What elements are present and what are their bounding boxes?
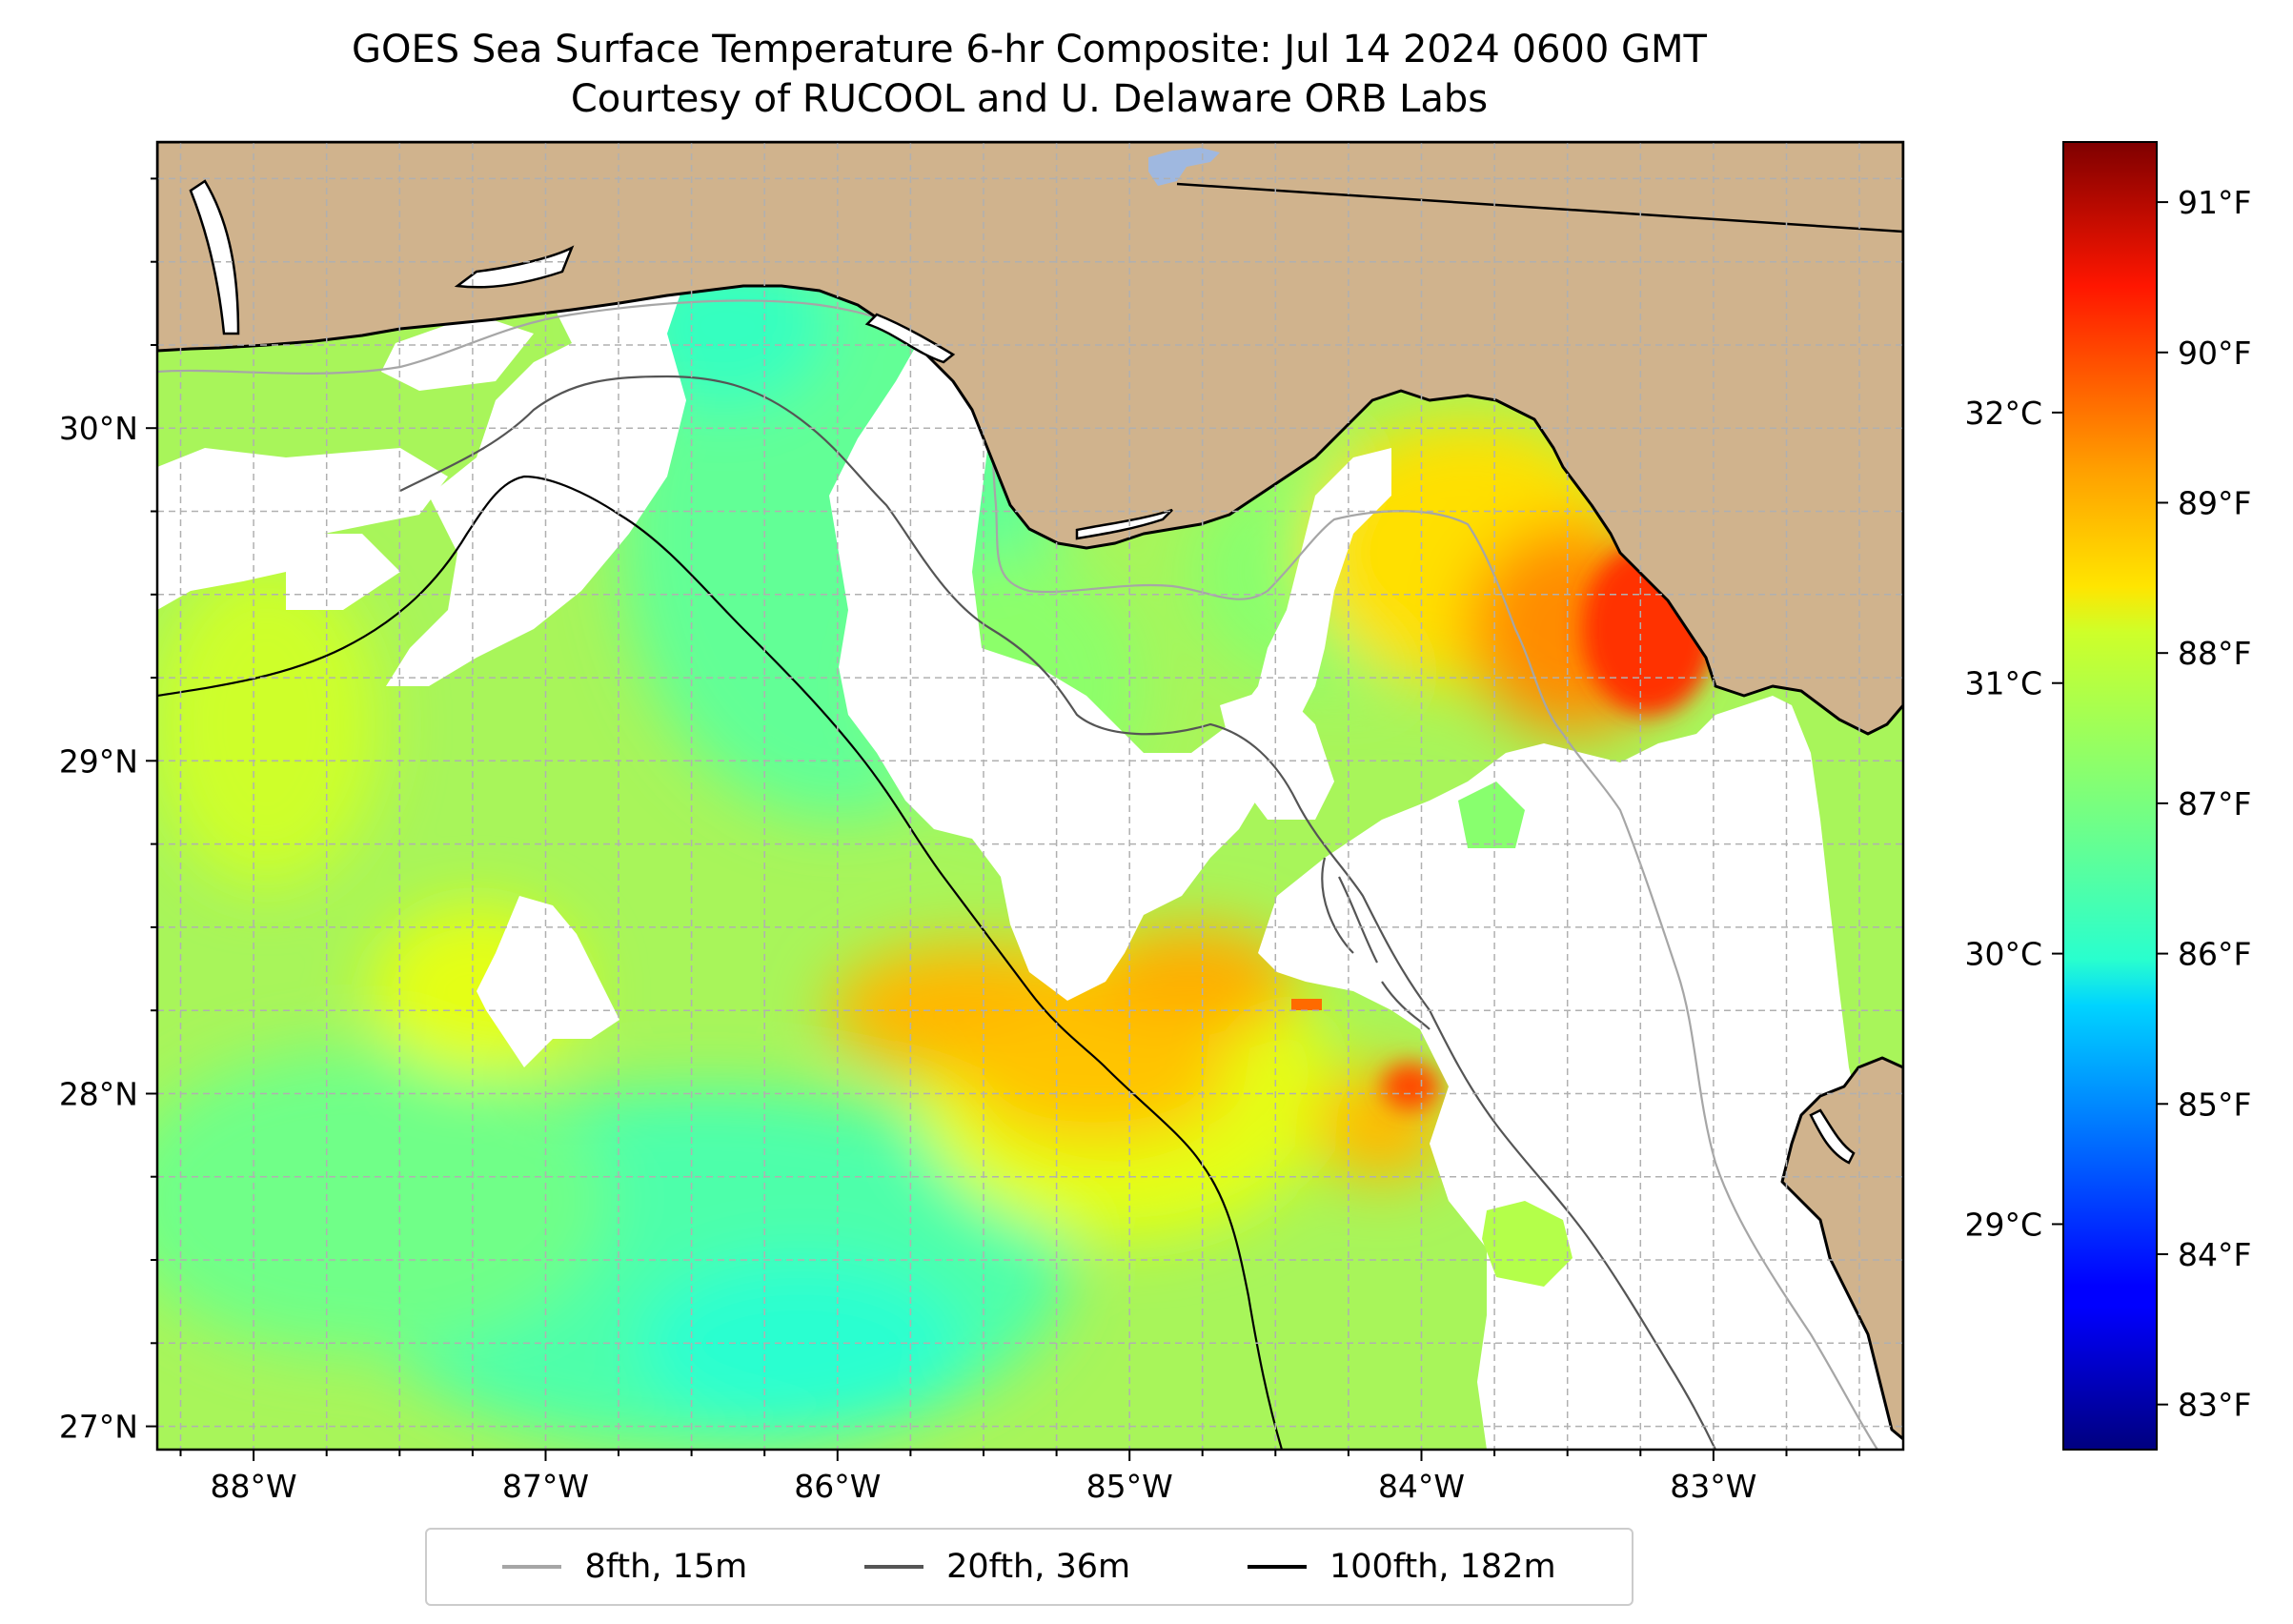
- legend-label-8fth: 8fth, 15m: [584, 1548, 748, 1586]
- axis-labels: 88°W 87°W 86°W 85°W 84°W 83°W 27°N 28°N 29°N 30°N: [59, 410, 1757, 1505]
- legend-label-20fth: 20fth, 36m: [946, 1548, 1131, 1586]
- celsius-tick-label: 31°C: [1964, 665, 2042, 702]
- lat-tick-label: 28°N: [59, 1075, 138, 1112]
- celsius-tick-label: 29°C: [1964, 1206, 2042, 1243]
- isobath-100fth-182m: [157, 475, 1284, 1450]
- gridlines: [157, 142, 1903, 1450]
- colorbar-gradient: [2062, 141, 2158, 1451]
- isobath-legend: 8fth, 15m 20fth, 36m 100fth, 182m: [425, 1528, 1634, 1606]
- legend-label-100fth: 100fth, 182m: [1329, 1548, 1556, 1586]
- legend-item-100fth: 100fth, 182m: [1247, 1548, 1556, 1586]
- legend-item-20fth: 20fth, 36m: [864, 1548, 1130, 1586]
- lon-tick-label: 85°W: [1086, 1468, 1173, 1505]
- lon-tick-label: 83°W: [1670, 1468, 1756, 1505]
- map-area: [157, 142, 1903, 1450]
- celsius-tick-label: 30°C: [1964, 936, 2042, 973]
- axis-ticks: [146, 177, 1860, 1461]
- lon-tick-label: 88°W: [211, 1468, 297, 1505]
- isobath-20fth-36m: [399, 375, 1716, 1450]
- map-frame: [155, 140, 1905, 1451]
- fahrenheit-tick-label: 88°F: [2178, 635, 2251, 672]
- colorbar: 83°F 84°F 85°F 86°F 87°F 88°F 89°F 90°F 91°F 29°C…: [1964, 141, 2251, 1451]
- legend-swatch-8fth: [502, 1565, 562, 1569]
- lon-tick-label: 84°W: [1378, 1468, 1465, 1505]
- legend-swatch-100fth: [1247, 1565, 1307, 1569]
- fahrenheit-tick-label: 85°F: [2178, 1086, 2251, 1123]
- colorbar-ticks: 83°F 84°F 85°F 86°F 87°F 88°F 89°F 90°F 91°F 29°C…: [1964, 184, 2251, 1424]
- lon-tick-label: 87°W: [502, 1468, 589, 1505]
- celsius-tick-label: 32°C: [1964, 395, 2042, 432]
- legend-item-8fth: 8fth, 15m: [502, 1548, 747, 1586]
- fahrenheit-tick-label: 90°F: [2178, 335, 2251, 372]
- state-border: [1176, 182, 1903, 233]
- fahrenheit-tick-label: 87°F: [2178, 785, 2251, 822]
- map-title: GOES Sea Surface Temperature 6-hr Compos…: [0, 25, 2059, 124]
- fahrenheit-tick-label: 84°F: [2178, 1236, 2251, 1273]
- no-data-regions: [157, 229, 1903, 1450]
- legend-swatch-20fth: [864, 1565, 924, 1569]
- fahrenheit-tick-label: 89°F: [2178, 484, 2251, 521]
- fahrenheit-tick-label: 91°F: [2178, 184, 2251, 221]
- fahrenheit-tick-label: 83°F: [2178, 1387, 2251, 1424]
- title-line-1: GOES Sea Surface Temperature 6-hr Compos…: [352, 28, 1707, 71]
- lat-tick-label: 29°N: [59, 742, 138, 780]
- lat-tick-label: 30°N: [59, 410, 138, 447]
- lat-tick-label: 27°N: [59, 1409, 138, 1446]
- fahrenheit-tick-label: 86°F: [2178, 936, 2251, 973]
- isobath-8fth-15m: [157, 299, 1878, 1450]
- lon-tick-label: 86°W: [794, 1468, 881, 1505]
- title-line-2: Courtesy of RUCOOL and U. Delaware ORB L…: [570, 77, 1489, 121]
